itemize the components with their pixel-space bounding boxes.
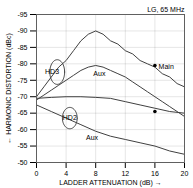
- svg-text:4: 4: [64, 170, 68, 177]
- svg-text:Main: Main: [159, 63, 174, 70]
- svg-text:-50: -50: [17, 159, 27, 166]
- svg-text:Aux: Aux: [93, 70, 106, 77]
- svg-text:0: 0: [35, 170, 39, 177]
- svg-text:-95: -95: [17, 11, 27, 18]
- svg-text:HD2: HD2: [63, 114, 77, 121]
- svg-text:8: 8: [94, 170, 98, 177]
- svg-text:-85: -85: [17, 44, 27, 51]
- svg-text:-55: -55: [17, 142, 27, 149]
- svg-text:-60: -60: [17, 126, 27, 133]
- svg-text:16: 16: [151, 170, 159, 177]
- svg-text:Aux: Aux: [86, 134, 99, 141]
- svg-text:HD3: HD3: [45, 68, 59, 75]
- svg-text:-80: -80: [17, 60, 27, 67]
- svg-text:-90: -90: [17, 27, 27, 34]
- svg-text:LADDER ATTENUATION (dB) →: LADDER ATTENUATION (dB) →: [59, 179, 161, 187]
- svg-text:LG, 65 MHz: LG, 65 MHz: [147, 6, 185, 13]
- svg-text:← HARMONIC DISTORTION (dBc): ← HARMONIC DISTORTION (dBc): [5, 33, 13, 144]
- svg-text:-65: -65: [17, 109, 27, 116]
- svg-text:12: 12: [121, 170, 129, 177]
- svg-text:-75: -75: [17, 77, 27, 84]
- svg-text:-70: -70: [17, 93, 27, 100]
- svg-text:20: 20: [181, 170, 189, 177]
